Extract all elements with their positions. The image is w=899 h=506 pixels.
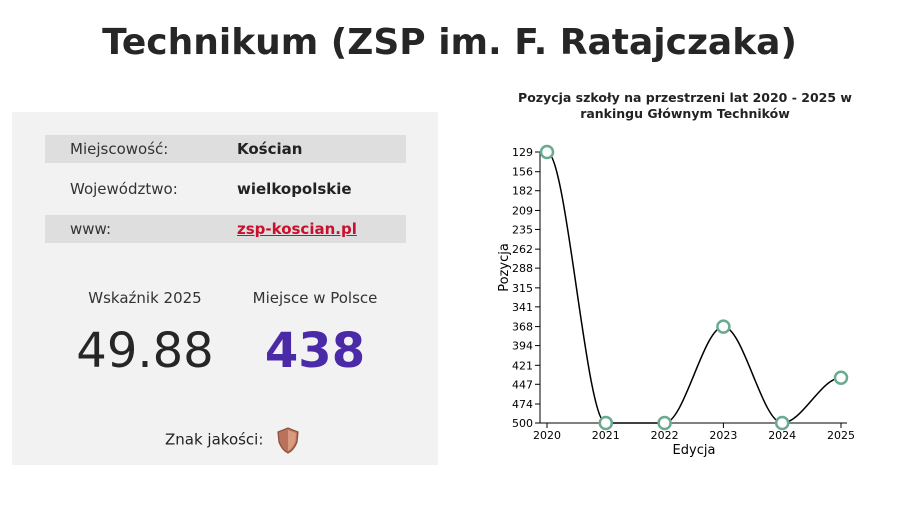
y-tick-label: 474 [512,398,533,411]
y-tick-label: 394 [512,340,533,353]
info-key: www: [70,220,112,238]
x-tick-label: 2024 [768,429,796,442]
line [546,151,842,424]
info-row: Województwo: wielkopolskie [45,175,406,203]
stat: Miejsce w Polsce 438 [215,289,415,379]
y-tick-label: 262 [512,243,533,256]
info-key: Województwo: [70,180,178,198]
x-axis-label: Edycja [673,443,716,458]
page-title: Technikum (ZSP im. F. Ratajczaka) [102,22,797,63]
website-link[interactable]: zsp-koscian.pl [237,220,357,238]
quality: Znak jakości: [165,426,300,454]
y-tick-label: 235 [512,223,533,236]
stat-label: Wskaźnik 2025 [88,289,202,307]
x-tick-label: 2020 [533,429,561,442]
info-panel: Miejscowość: Kościan Województwo: wielkopo… [12,112,438,465]
stat-value: 49.88 [76,323,214,379]
info-value: zsp-koscian.pl [237,215,357,243]
y-tick-label: 500 [512,417,533,430]
x-tick-label: 2025 [827,429,855,442]
y-tick-label: 129 [512,146,533,159]
chart: 129 156 182 209 235 262 288 315 341 368 394 421 447 4… [497,144,855,458]
y-tick-label: 288 [512,262,533,275]
y-tick-label: 315 [512,282,533,295]
info-value: Kościan [237,140,303,158]
point [598,415,614,431]
info-row: www: zsp-koscian.pl [45,215,406,243]
x-tick-label: 2021 [592,429,620,442]
quality-badge [277,427,299,454]
y-tick-label: 447 [512,378,533,391]
info-value: wielkopolskie [237,180,352,198]
stat-label: Miejsce w Polsce [252,289,378,307]
chart-title: Pozycja szkoły na przestrzeni lat 2020 -… [518,90,852,121]
y-tick-label: 341 [512,301,533,314]
x-tick-label: 2022 [651,429,679,442]
x-tick-label: 2023 [709,429,737,442]
stat: Wskaźnik 2025 49.88 [45,289,245,379]
point [716,319,731,334]
info-row: Miejscowość: Kościan [45,135,406,163]
stat-value: 438 [264,323,366,379]
point [657,415,672,431]
y-tick-label: 156 [512,166,533,179]
point [774,415,790,431]
y-tick-label: 209 [512,204,533,217]
point [833,370,849,385]
y-tick-label: 368 [512,321,533,334]
point [539,144,555,160]
y-tick-label: 421 [512,359,533,372]
info-key: Miejscowość: [70,140,169,158]
quality-label: Znak jakości: [165,430,264,449]
y-tick-label: 182 [512,185,533,198]
y-axis-label: Pozycja [497,243,512,292]
